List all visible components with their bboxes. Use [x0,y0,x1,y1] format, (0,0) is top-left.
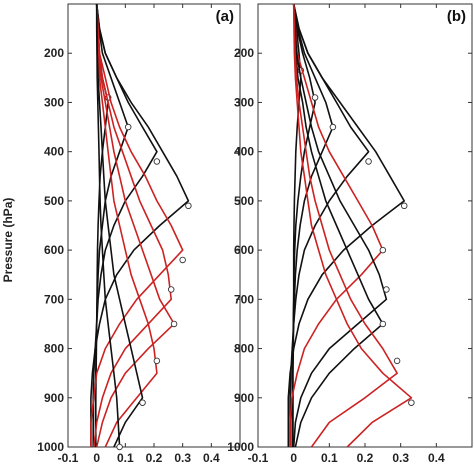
y-tick-label-a: 300 [44,95,64,109]
x-tick-label-a: 0.2 [146,451,163,465]
series-line-b-7 [292,3,388,448]
panel-b: 200 300 400 500 600 700 800 900 1000-0.1 0 0.1 0.2 0… [227,3,473,465]
y-tick-label-a: 900 [44,391,64,405]
peak-marker-a-10 [116,443,123,451]
peak-marker-b-9 [393,357,401,365]
x-tick-label-a: -0.1 [58,451,79,465]
y-tick-label-b: 600 [234,243,254,257]
peak-marker-a-2 [124,123,132,131]
y-tick-label-b: 900 [234,391,254,405]
x-tick-label-b: 0.1 [321,451,338,465]
panel-label-b: (b) [447,8,466,25]
peak-marker-b-10 [408,399,415,406]
series-line-a-8 [95,3,158,448]
series-line-a-9 [95,3,144,448]
y-tick-label-a: 200 [44,46,64,60]
x-tick-label-b: 0 [290,451,297,465]
panel-a: 200 300 400 500 600 700 800 900 1000-0.1 0 0.1 0.2 0… [37,3,241,465]
y-tick-label-a: 400 [44,145,64,159]
peak-marker-b-5 [400,202,408,210]
peak-marker-a-9 [139,399,146,406]
series-line-a-4 [90,3,190,447]
y-tick-label-a: 700 [44,292,64,306]
y-tick-label-b: 1000 [227,440,254,454]
y-tick-label-b: 300 [234,95,254,109]
series-line-a-7 [95,3,175,448]
y-tick-label-a: 600 [44,243,64,257]
peak-marker-a-3 [153,158,161,165]
series-line-b-3 [291,3,334,447]
y-tick-label-b: 800 [234,342,254,356]
peak-marker-b-7 [383,286,390,293]
peak-marker-a-8 [153,357,161,365]
y-tick-label-b: 500 [234,194,254,208]
peak-marker-b-6 [379,246,387,254]
peak-marker-a-7 [170,320,178,328]
y-tick-label-b: 200 [234,46,254,60]
x-tick-label-b: 0.3 [392,451,409,465]
series-line-b-9 [292,3,398,448]
peak-marker-b-4 [365,158,372,165]
series-line-a-5 [90,3,184,447]
series-line-b-8 [292,3,384,448]
peak-marker-a-4 [185,202,192,210]
y-tick-label-a: 800 [44,342,64,356]
x-tick-label-a: 0.3 [174,451,191,465]
peak-marker-b-3 [329,123,337,131]
peak-marker-a-6 [167,286,175,293]
panel-label-a: (a) [216,8,234,25]
y-tick-label-a: 1000 [37,440,64,454]
series-line-a-2 [94,3,129,447]
y-axis-title: Pressure (hPa) [1,198,15,283]
series-line-a-6 [93,3,172,448]
x-tick-label-a: 0.1 [117,451,134,465]
x-tick-label-b: 0.4 [428,451,445,465]
y-tick-label-b: 700 [234,292,254,306]
series-line-b-6 [289,3,384,447]
y-tick-label-b: 400 [234,145,254,159]
x-tick-label-b: 0.2 [357,451,374,465]
peak-marker-b-2 [311,94,319,101]
peak-marker-b-8 [379,320,387,328]
series-line-a-10 [95,4,121,448]
y-tick-label-a: 500 [44,194,64,208]
peak-marker-a-5 [179,256,186,264]
series-line-b-10 [292,3,413,448]
x-tick-label-a: 0.4 [203,451,220,465]
x-tick-label-b: -0.1 [248,451,269,465]
x-tick-label-a: 0 [93,451,100,465]
